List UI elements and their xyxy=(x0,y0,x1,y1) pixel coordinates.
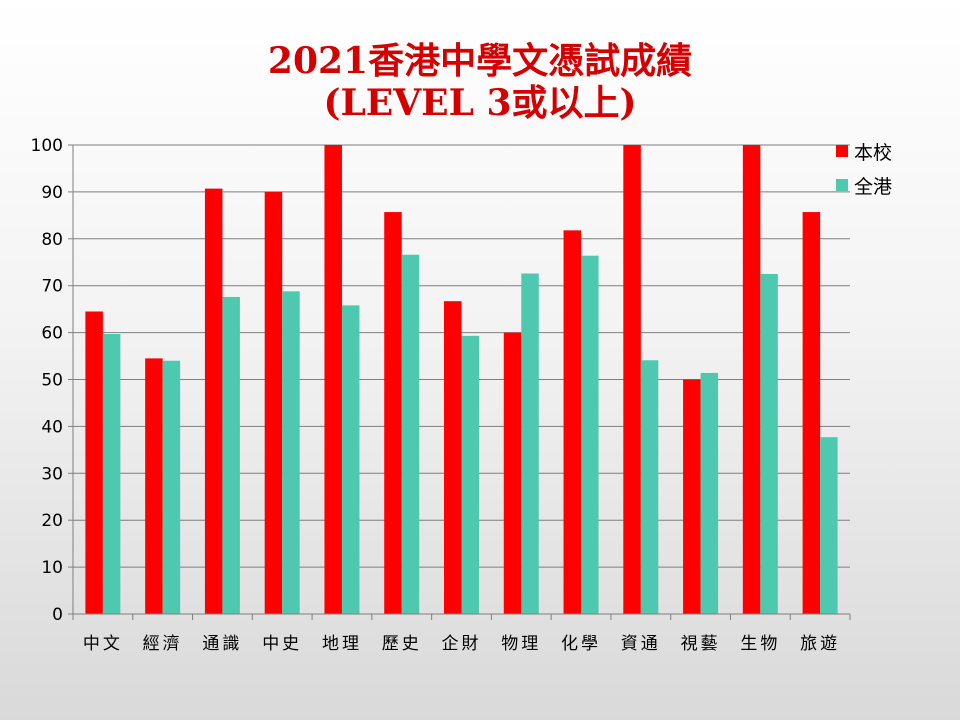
bar-school xyxy=(264,191,283,614)
x-category-label: 中文 xyxy=(83,634,123,654)
bar-hk xyxy=(102,334,121,614)
chart-title-line-2: (LEVEL 3或以上) xyxy=(323,82,637,124)
bar-hk xyxy=(700,372,719,614)
x-category-label: 化學 xyxy=(561,634,601,654)
bar-school xyxy=(85,311,103,614)
bar-school xyxy=(324,145,342,614)
bar-hk xyxy=(461,335,479,614)
y-tick-label: 40 xyxy=(41,417,63,437)
y-tick-label: 100 xyxy=(31,136,63,156)
bar-school xyxy=(742,145,761,614)
x-category-label: 視藝 xyxy=(681,634,721,654)
bar-hk xyxy=(282,291,300,614)
y-tick-label: 20 xyxy=(41,511,63,531)
x-axis-categories: 中文 經濟 通識 中史 地理 歷史 企財 物理 化學 資通 視藝 生物 旅遊 xyxy=(83,634,840,654)
legend-item-hk: 全港 xyxy=(836,168,892,202)
x-category-label: 物理 xyxy=(501,634,541,654)
bar-school xyxy=(563,230,582,614)
bar-hk xyxy=(341,305,360,614)
legend-swatch-school xyxy=(836,145,848,157)
bars xyxy=(85,145,838,614)
bar-school xyxy=(623,145,641,614)
bar-school xyxy=(384,212,402,614)
bar-school xyxy=(444,301,462,614)
x-category-label: 地理 xyxy=(322,634,362,654)
y-tick-label: 0 xyxy=(52,605,63,625)
bar-hk xyxy=(222,296,240,614)
y-tick-label: 30 xyxy=(41,464,63,484)
bar-hk xyxy=(640,360,659,614)
y-tick-label: 90 xyxy=(41,183,63,203)
y-tick-label: 80 xyxy=(41,230,63,250)
bar-school xyxy=(503,332,522,614)
legend-swatch-hk xyxy=(836,179,848,191)
bar-hk xyxy=(581,255,599,614)
bar-school xyxy=(145,358,163,614)
x-category-label: 中史 xyxy=(262,634,302,654)
bar-hk xyxy=(162,360,181,614)
bar-hk xyxy=(820,437,838,614)
y-tick-label: 10 xyxy=(41,558,63,578)
chart-title-line-1: 2021香港中學文憑試成績 xyxy=(267,40,693,82)
y-tick-label: 70 xyxy=(41,277,63,297)
y-axis-ticks: 0 10 20 30 40 50 60 70 80 90 100 xyxy=(31,136,73,625)
x-category-label: 資通 xyxy=(621,634,661,654)
bar-school xyxy=(802,212,821,614)
y-tick-label: 60 xyxy=(41,324,63,344)
legend-label-hk: 全港 xyxy=(854,175,893,198)
bar-school xyxy=(204,188,223,614)
bar-hk xyxy=(521,273,539,614)
legend-label-school: 本校 xyxy=(854,141,893,164)
x-category-label: 通識 xyxy=(202,634,242,654)
bar-hk xyxy=(760,273,778,614)
bar-hk xyxy=(401,254,420,614)
x-category-label: 旅遊 xyxy=(800,634,840,654)
x-category-label: 企財 xyxy=(442,634,482,654)
x-category-label: 經濟 xyxy=(143,634,183,654)
chart-title: 2021香港中學文憑試成績 (LEVEL 3或以上) xyxy=(0,40,960,124)
x-category-label: 歷史 xyxy=(382,634,422,654)
legend: 本校 全港 xyxy=(836,134,892,202)
bar-school xyxy=(683,379,701,614)
legend-item-school: 本校 xyxy=(836,134,892,168)
y-tick-label: 50 xyxy=(41,371,63,391)
x-category-label: 生物 xyxy=(740,634,780,654)
